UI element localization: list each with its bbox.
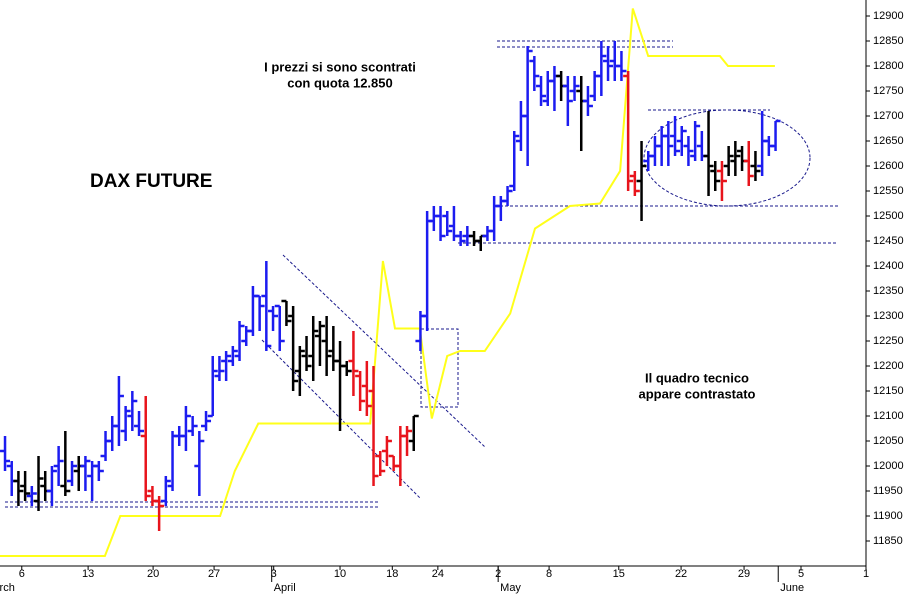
y-tick-label: 12250 [873, 335, 904, 347]
y-tick-label: 11900 [873, 510, 903, 522]
x-tick-label: 15 [613, 568, 625, 580]
x-tick-label: 24 [432, 568, 444, 580]
x-tick-label: 13 [82, 568, 94, 580]
x-tick-label: 1 [863, 568, 869, 580]
month-label: March [0, 582, 15, 594]
y-tick-label: 12050 [873, 435, 904, 447]
month-label: April [274, 582, 296, 594]
x-tick-label: 8 [546, 568, 552, 580]
x-tick-label: 20 [147, 568, 159, 580]
x-tick-label: 22 [675, 568, 687, 580]
y-tick-label: 12650 [873, 135, 904, 147]
gap-box [420, 328, 459, 408]
y-tick-label: 12200 [873, 360, 904, 372]
range-ellipse [643, 109, 811, 207]
y-tick-label: 12100 [873, 410, 904, 422]
chart-title: DAX FUTURE [90, 171, 212, 192]
annotation: I prezzi si sono scontrati [264, 59, 416, 74]
month-label: May [500, 582, 521, 594]
x-tick-label: 3 [271, 568, 277, 580]
y-tick-label: 12000 [873, 460, 904, 472]
indicator-line [0, 8, 775, 557]
y-tick-label: 12600 [873, 160, 904, 172]
channel-line [282, 254, 486, 448]
y-tick-label: 12150 [873, 385, 904, 397]
y-tick-label: 12300 [873, 310, 904, 322]
annotation: con quota 12.850 [287, 75, 392, 90]
y-tick-label: 12550 [873, 185, 904, 197]
y-tick-label: 12700 [873, 110, 904, 122]
x-tick-label: 18 [386, 568, 398, 580]
y-tick-label: 12450 [873, 235, 904, 247]
y-tick-label: 12350 [873, 285, 904, 297]
x-tick-label: 5 [798, 568, 804, 580]
y-tick-label: 11850 [873, 535, 903, 547]
y-tick-label: 12900 [873, 10, 904, 22]
y-tick-label: 12750 [873, 85, 904, 97]
x-tick-label: 10 [334, 568, 346, 580]
y-tick-label: 12400 [873, 260, 904, 272]
x-tick-label: 6 [19, 568, 25, 580]
x-tick-label: 29 [738, 568, 750, 580]
y-tick-label: 12500 [873, 210, 904, 222]
annotation-shapes [5, 40, 838, 508]
month-label: June [780, 582, 804, 594]
annotation: appare contrastato [638, 386, 755, 401]
x-tick-label: 27 [208, 568, 220, 580]
y-tick-label: 12850 [873, 35, 904, 47]
y-tick-label: 11950 [873, 485, 903, 497]
y-tick-label: 12800 [873, 60, 904, 72]
annotation: Il quadro tecnico [645, 370, 749, 385]
